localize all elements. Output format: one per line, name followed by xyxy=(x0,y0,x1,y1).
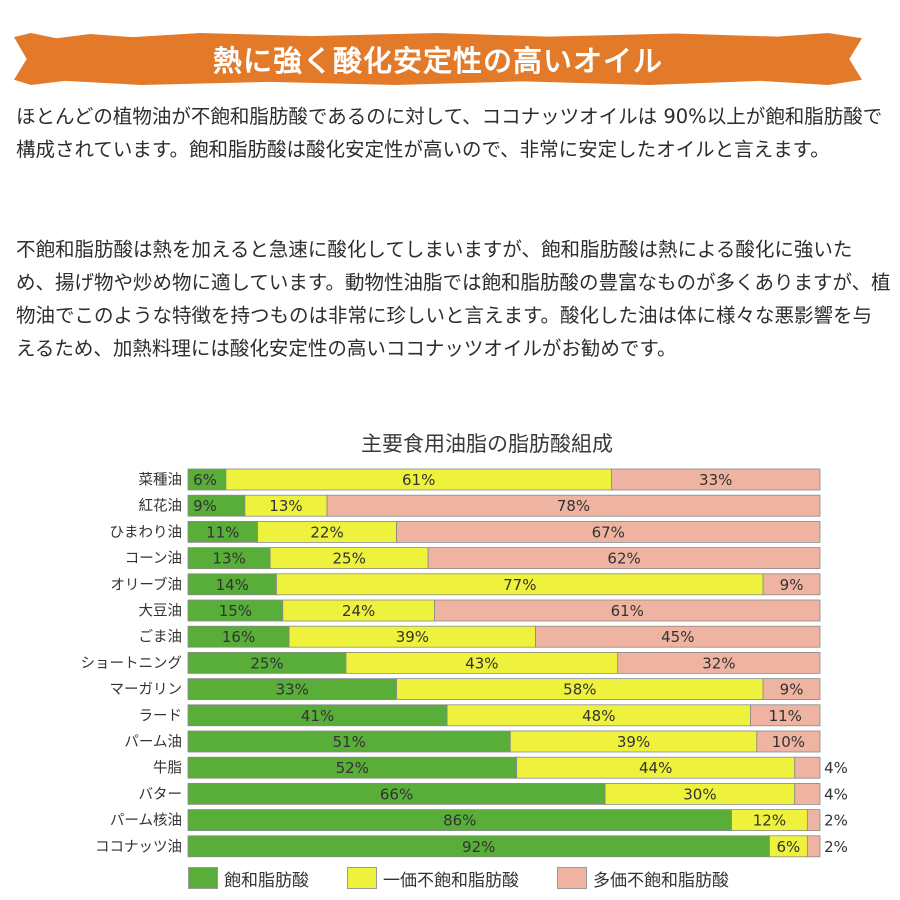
legend-item-polyunsaturated: 多価不飽和脂肪酸 xyxy=(557,866,729,891)
category-label: コーン油 xyxy=(125,550,182,567)
data-label-polyunsaturated: 10% xyxy=(772,733,805,751)
page-title: 熱に強く酸化安定性の高いオイル xyxy=(212,44,663,78)
chart-title: 主要食用油脂の脂肪酸組成 xyxy=(361,432,613,456)
data-label-polyunsaturated: 4% xyxy=(824,759,848,777)
bar-polyunsaturated xyxy=(806,809,821,832)
bar-polyunsaturated xyxy=(326,494,821,517)
data-label-polyunsaturated: 2% xyxy=(824,812,848,830)
intro-paragraph: ほとんどの植物油が不飽和脂肪酸であるのに対して、ココナッツオイルは 90%以上が… xyxy=(16,105,883,161)
bar-polyunsaturated xyxy=(762,678,821,701)
data-label-polyunsaturated: 45% xyxy=(661,628,694,646)
data-label-saturated: 52% xyxy=(336,759,369,777)
data-label-polyunsaturated: 32% xyxy=(702,654,735,672)
data-label-monounsaturated: 48% xyxy=(582,707,615,725)
data-label-polyunsaturated: 2% xyxy=(824,838,848,856)
fatty-acid-chart: 菜種油 6% 61% 33% 紅花油 9% 13% 78% ひまわり油 11% 22% 67% コーン油… xyxy=(81,468,848,858)
category-label: ひまわり油 xyxy=(110,524,183,541)
data-label-saturated: 13% xyxy=(212,550,245,568)
chart-legend: 飽和脂肪酸 一価不飽和脂肪酸 多価不飽和脂肪酸 xyxy=(188,866,767,891)
data-label-polyunsaturated: 9% xyxy=(780,681,804,699)
legend-label-saturated: 飽和脂肪酸 xyxy=(224,870,309,891)
category-label: 紅花油 xyxy=(139,498,183,515)
data-label-monounsaturated: 39% xyxy=(396,628,429,646)
category-label: 大豆油 xyxy=(139,603,183,620)
bar-polyunsaturated xyxy=(427,547,821,569)
data-label-monounsaturated: 22% xyxy=(310,523,343,541)
data-label-saturated: 51% xyxy=(332,733,365,751)
title-banner xyxy=(14,33,862,85)
data-label-saturated: 92% xyxy=(462,838,495,856)
category-label: オリーブ油 xyxy=(110,575,182,593)
data-label-polyunsaturated: 78% xyxy=(557,497,590,515)
data-label-monounsaturated: 61% xyxy=(402,471,435,489)
category-label: ごま油 xyxy=(139,629,183,646)
bar-polyunsaturated xyxy=(617,651,821,674)
legend-item-monounsaturated: 一価不飽和脂肪酸 xyxy=(347,866,519,891)
data-label-monounsaturated: 39% xyxy=(617,733,650,751)
legend-item-saturated: 飽和脂肪酸 xyxy=(188,866,309,891)
detail-paragraph: 不飽和脂肪酸は熱を加えると急速に酸化してしまいますが、飽和脂肪酸は熱による酸化に… xyxy=(16,238,891,360)
category-label: ショートニング xyxy=(81,655,183,672)
data-label-monounsaturated: 6% xyxy=(777,838,801,856)
data-label-monounsaturated: 43% xyxy=(465,654,498,672)
legend-swatch-saturated xyxy=(188,867,218,889)
data-label-polyunsaturated: 9% xyxy=(780,576,804,594)
data-label-saturated: 16% xyxy=(222,628,255,646)
data-label-monounsaturated: 13% xyxy=(269,497,302,515)
data-label-saturated: 15% xyxy=(219,602,252,620)
bar-polyunsaturated xyxy=(806,835,821,858)
bar-polyunsaturated xyxy=(611,468,821,491)
bar-polyunsaturated xyxy=(794,782,821,805)
category-label: バター xyxy=(139,786,183,803)
data-label-polyunsaturated: 67% xyxy=(592,523,625,541)
data-label-saturated: 86% xyxy=(443,812,476,830)
data-label-saturated: 25% xyxy=(250,654,283,672)
category-label: マーガリン xyxy=(110,681,183,698)
data-label-monounsaturated: 30% xyxy=(683,785,716,803)
data-label-monounsaturated: 44% xyxy=(639,759,672,777)
category-label: 牛脂 xyxy=(153,760,182,777)
bar-polyunsaturated xyxy=(762,573,821,596)
category-label: 菜種油 xyxy=(139,472,183,489)
category-label: パーム核油 xyxy=(110,812,182,829)
bar-polyunsaturated xyxy=(794,756,821,779)
data-label-monounsaturated: 12% xyxy=(753,812,786,830)
category-label: ココナッツ油 xyxy=(95,838,182,855)
data-label-monounsaturated: 58% xyxy=(563,681,596,699)
bar-polyunsaturated xyxy=(750,704,821,727)
category-label: ラード xyxy=(139,708,183,724)
data-label-saturated: 66% xyxy=(380,785,413,803)
bar-polyunsaturated xyxy=(396,521,821,543)
data-label-polyunsaturated: 61% xyxy=(611,602,644,620)
data-label-saturated: 33% xyxy=(276,681,309,699)
data-label-polyunsaturated: 33% xyxy=(699,471,732,489)
bar-polyunsaturated xyxy=(434,599,821,622)
legend-swatch-polyunsaturated xyxy=(557,867,587,889)
data-label-saturated: 9% xyxy=(193,497,217,515)
legend-swatch-monounsaturated xyxy=(347,867,377,889)
bar-polyunsaturated xyxy=(756,730,821,753)
data-label-saturated: 14% xyxy=(216,576,249,594)
data-label-polyunsaturated: 4% xyxy=(824,785,848,803)
data-label-polyunsaturated: 11% xyxy=(769,707,802,725)
legend-label-monounsaturated: 一価不飽和脂肪酸 xyxy=(383,870,519,891)
data-label-monounsaturated: 77% xyxy=(503,576,536,594)
category-label: パーム油 xyxy=(124,734,182,751)
data-label-saturated: 6% xyxy=(193,471,217,489)
data-label-saturated: 41% xyxy=(301,707,334,725)
bar-polyunsaturated xyxy=(535,625,821,648)
data-label-polyunsaturated: 62% xyxy=(607,550,640,568)
data-label-monounsaturated: 24% xyxy=(342,602,375,620)
legend-label-polyunsaturated: 多価不飽和脂肪酸 xyxy=(593,870,729,891)
data-label-monounsaturated: 25% xyxy=(332,550,365,568)
data-label-saturated: 11% xyxy=(206,523,239,541)
